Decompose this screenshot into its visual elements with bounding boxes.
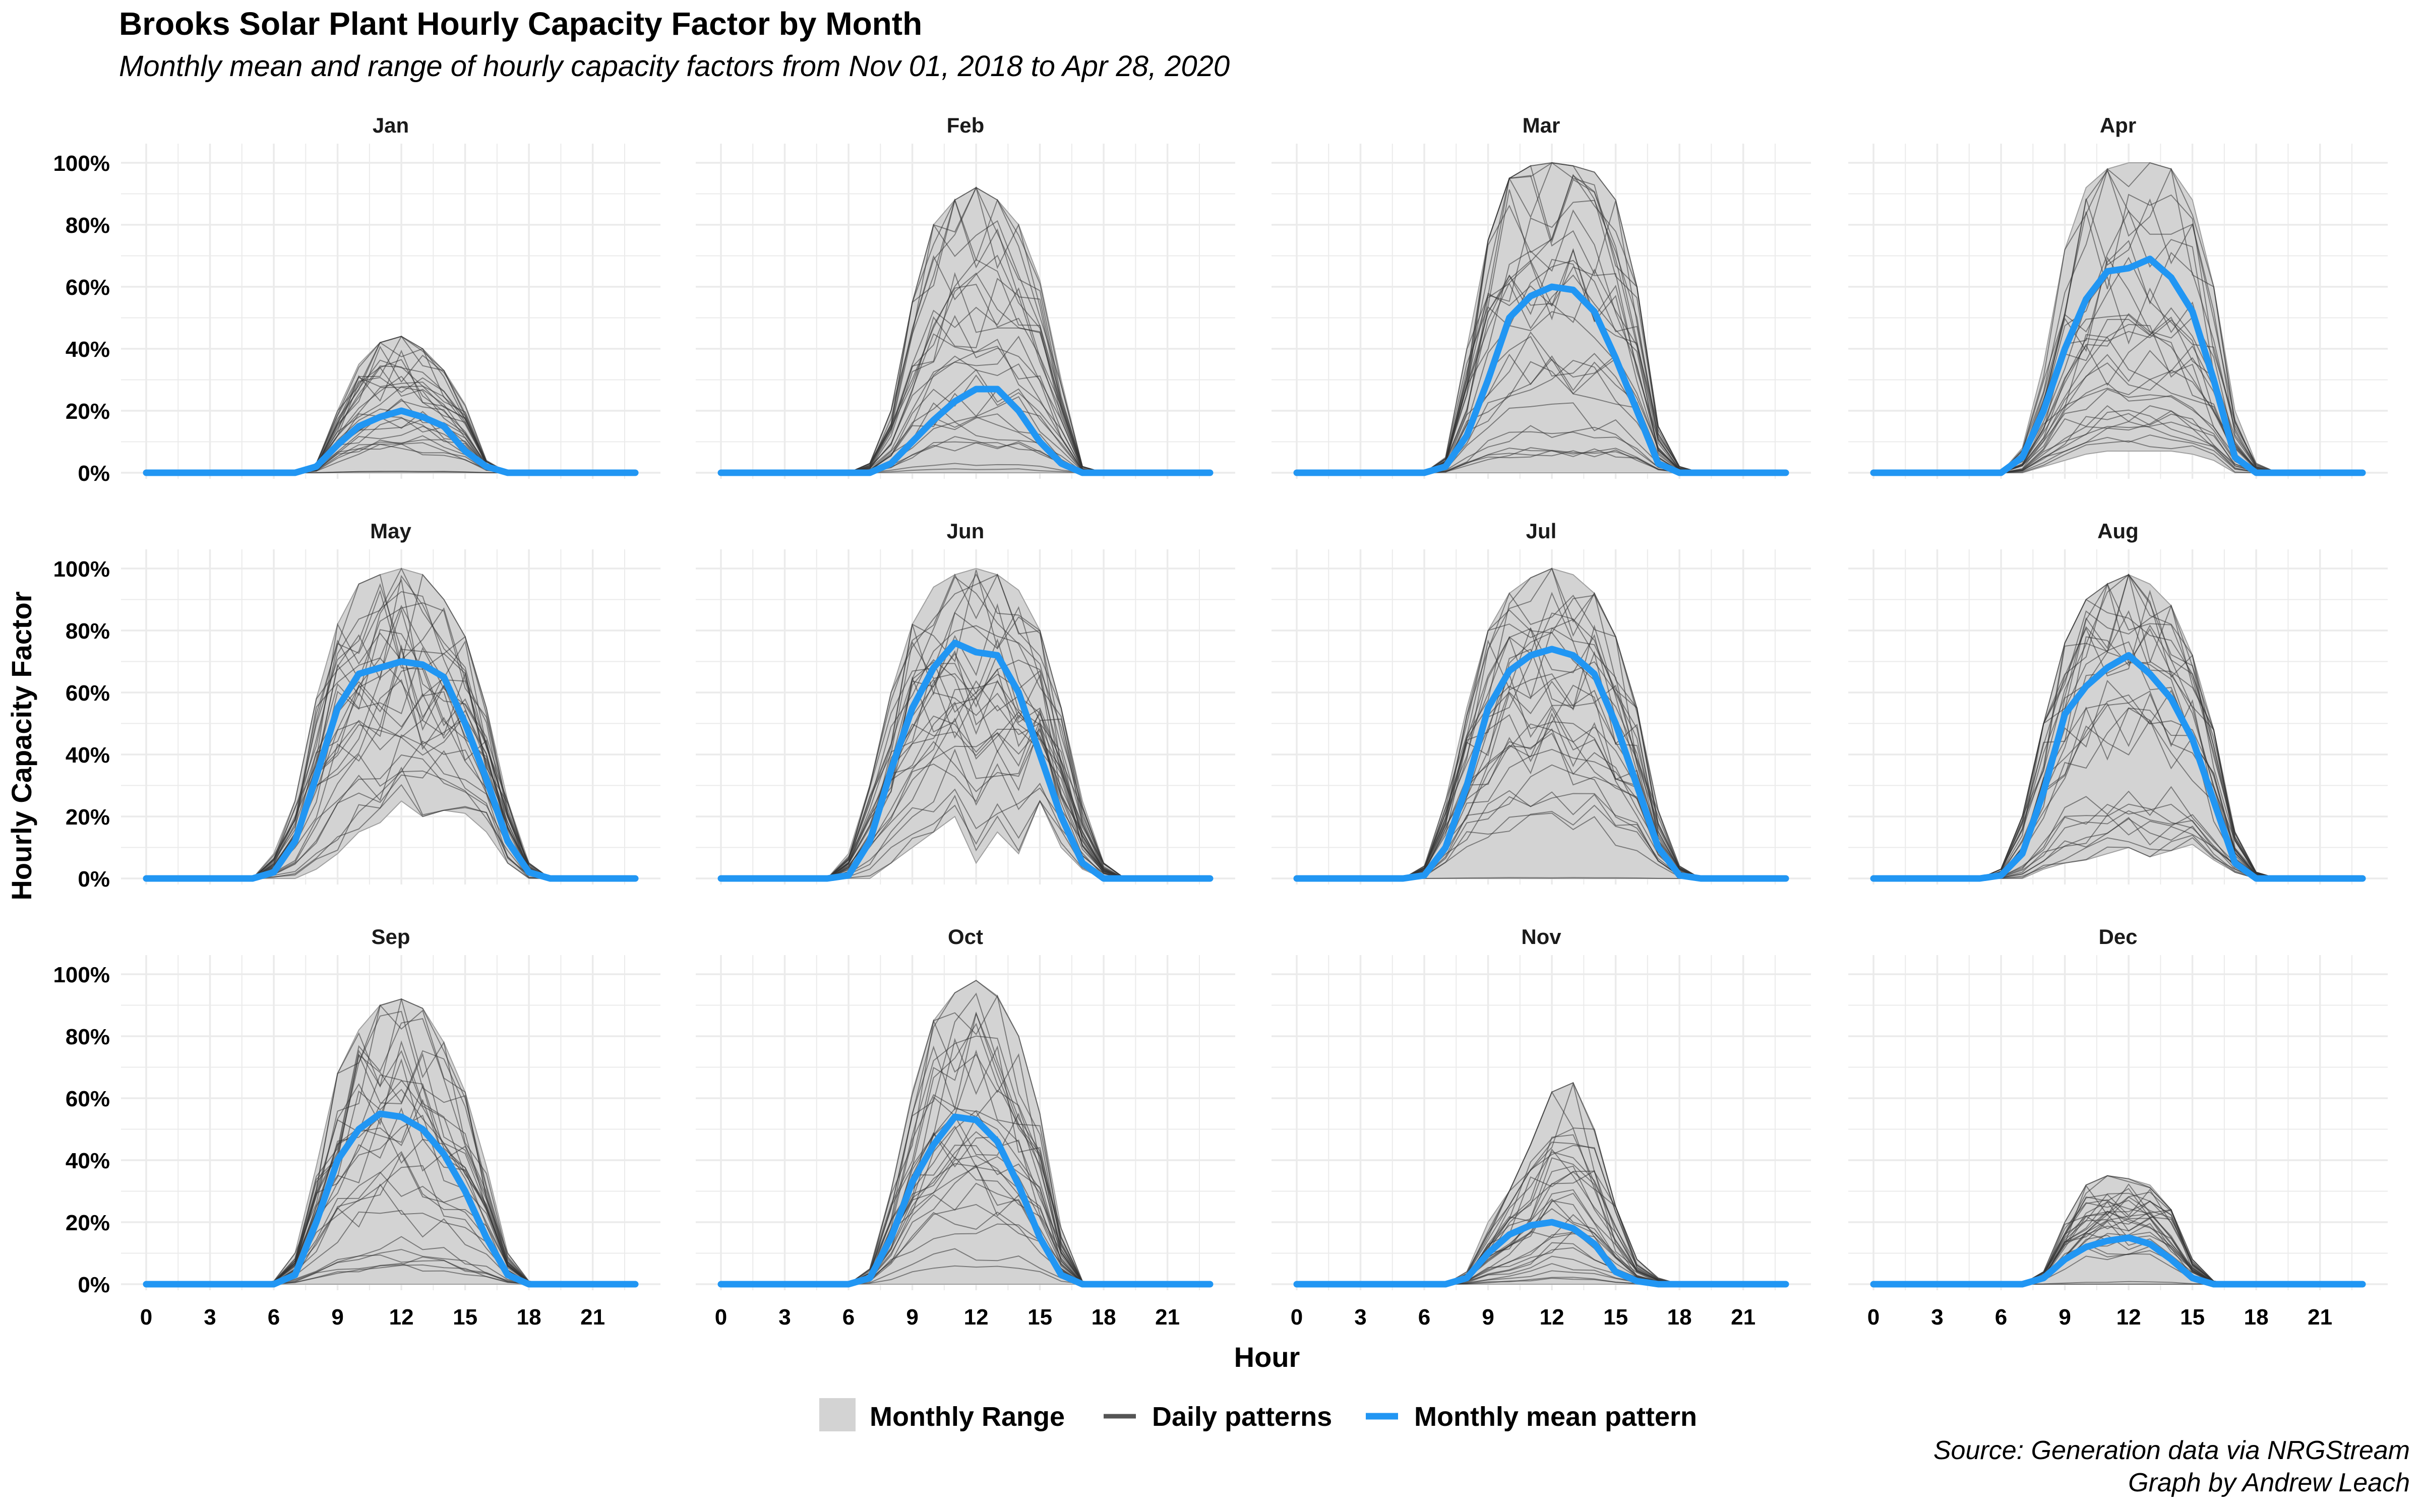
x-tick-label: 9 [2059,1305,2071,1330]
y-tick-label: 0% [78,867,110,892]
monthly-mean-line [717,640,1214,882]
monthly-range-area [1873,1175,2363,1285]
x-tick-label: 9 [331,1305,343,1330]
panel-strip-label: Dec [2098,925,2137,949]
chart-title: Brooks Solar Plant Hourly Capacity Facto… [119,6,923,42]
x-tick-label: 18 [1092,1305,1116,1330]
panel-strip-label: Mar [1523,113,1560,137]
y-tick-label: 20% [66,399,110,424]
x-tick-label: 15 [2180,1305,2205,1330]
y-tick-label: 80% [66,213,110,238]
legend: Monthly Range Daily patterns Monthly mean … [819,1398,1697,1431]
monthly-mean-line [1293,1219,1789,1288]
y-tick-label: 60% [66,1087,110,1111]
panel-strip-label: Aug [2097,519,2139,543]
x-tick-label: 3 [204,1305,216,1330]
legend-key-range [819,1398,856,1431]
x-tick-label: 9 [906,1305,918,1330]
x-tick-label: 9 [1482,1305,1494,1330]
y-tick-label: 0% [78,1273,110,1297]
y-tick-label: 40% [66,743,110,768]
source-caption: Source: Generation data via NRGStream [1933,1436,2410,1465]
x-tick-label: 15 [1027,1305,1052,1330]
y-tick-label: 20% [66,805,110,830]
x-tick-label: 6 [1995,1305,2007,1330]
x-tick-label: 0 [140,1305,152,1330]
chart-subtitle: Monthly mean and range of hourly capacit… [119,50,1230,83]
panel-strip-label: Feb [947,113,985,137]
monthly-mean-line [143,407,639,476]
x-tick-label: 18 [2244,1305,2269,1330]
monthly-mean-line [1293,283,1789,476]
credit-caption: Graph by Andrew Leach [2128,1468,2410,1497]
y-tick-label: 40% [66,1149,110,1173]
x-tick-label: 18 [1667,1305,1692,1330]
y-tick-label: 60% [66,275,110,300]
monthly-mean-line [1870,652,2366,882]
x-tick-label: 3 [1931,1305,1943,1330]
x-axis-label: Hour [1234,1341,1300,1373]
panel-strip-label: Jul [1526,519,1557,543]
monthly-mean-line [717,1113,1214,1288]
monthly-mean-line [143,658,639,882]
legend-label: Daily patterns [1152,1402,1332,1431]
x-tick-label: 6 [1418,1305,1430,1330]
x-tick-label: 21 [2308,1305,2332,1330]
x-tick-label: 6 [268,1305,280,1330]
y-tick-label: 40% [66,337,110,362]
x-tick-label: 0 [715,1305,727,1330]
x-tick-label: 21 [1155,1305,1180,1330]
y-tick-label: 60% [66,681,110,706]
y-tick-label: 0% [78,461,110,486]
x-tick-label: 6 [842,1305,855,1330]
panel-strip-label: Sep [371,925,410,949]
monthly-mean-line [1870,1234,2366,1288]
monthly-range-area [1873,574,2363,879]
monthly-mean-line [143,1110,639,1288]
y-tick-label: 100% [53,557,110,582]
panel-strip-label: Apr [2100,113,2136,137]
monthly-mean-line [1293,646,1789,882]
y-tick-label: 100% [53,963,110,987]
x-tick-label: 18 [517,1305,541,1330]
x-tick-label: 21 [1731,1305,1756,1330]
monthly-mean-line [1870,256,2366,476]
x-tick-label: 0 [1291,1305,1303,1330]
x-tick-label: 21 [580,1305,605,1330]
x-tick-label: 3 [1354,1305,1366,1330]
x-tick-label: 12 [1540,1305,1564,1330]
y-tick-label: 80% [66,1025,110,1049]
x-tick-label: 12 [964,1305,989,1330]
panel-strip-label: Jun [947,519,985,543]
panel-strip-label: Jan [373,113,409,137]
monthly-range-area [721,980,1210,1285]
panel-strip-label: Nov [1521,925,1561,949]
x-tick-label: 15 [453,1305,477,1330]
monthly-mean-line [717,386,1214,476]
y-tick-label: 80% [66,619,110,644]
x-tick-label: 12 [2116,1305,2141,1330]
panel-strip-label: Oct [948,925,983,949]
monthly-range-area [1873,162,2363,473]
y-axis-label: Hourly Capacity Factor [6,591,37,900]
panel-strip-label: May [370,519,411,543]
legend-label: Monthly Range [870,1402,1065,1431]
x-tick-label: 3 [778,1305,791,1330]
x-tick-label: 15 [1603,1305,1628,1330]
y-tick-label: 100% [53,151,110,176]
y-tick-label: 20% [66,1211,110,1235]
x-tick-label: 0 [1867,1305,1880,1330]
x-tick-label: 12 [389,1305,414,1330]
legend-label: Monthly mean pattern [1414,1402,1697,1431]
